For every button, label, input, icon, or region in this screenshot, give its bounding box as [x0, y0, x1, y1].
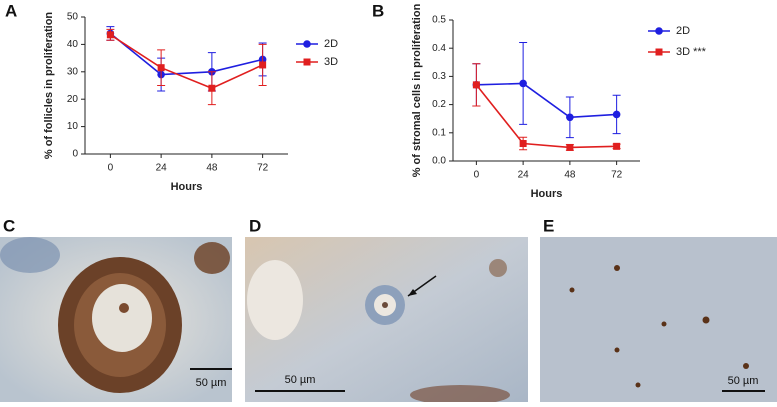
series-line	[476, 82, 617, 119]
micrograph-c	[0, 237, 232, 402]
legend-marker	[303, 40, 311, 48]
panel-label: B	[372, 1, 384, 20]
scale-bar-label: 50 µm	[196, 377, 227, 389]
point	[472, 81, 480, 89]
x-tick-label: 24	[518, 170, 530, 181]
series-line	[109, 32, 263, 76]
x-tick-label: 0	[108, 163, 114, 174]
y-tick-label: 0.3	[432, 71, 446, 82]
y-tick-label: 10	[67, 121, 79, 132]
panel-label: C	[3, 216, 15, 235]
legend-label: 2D	[676, 25, 690, 37]
legend-marker	[303, 58, 311, 66]
x-tick-label: 72	[611, 170, 623, 181]
legend-marker	[655, 48, 663, 56]
panel-label: D	[249, 216, 261, 235]
y-tick-label: 0.4	[432, 43, 446, 54]
legend-label: 3D	[324, 56, 338, 68]
point	[519, 140, 527, 148]
y-tick-label: 0.1	[432, 127, 446, 138]
legend-label: 3D ***	[676, 46, 707, 58]
y-tick-label: 40	[67, 39, 79, 50]
y-tick-label: 0.0	[432, 156, 446, 167]
x-tick-label: 48	[206, 163, 218, 174]
point	[519, 79, 527, 88]
x-axis-label: Hours	[171, 181, 203, 193]
panel-label: A	[5, 1, 17, 20]
y-axis-label: % of follicles in proliferation	[43, 12, 55, 160]
y-tick-label: 50	[67, 12, 79, 23]
series-line	[109, 34, 263, 90]
legend-marker	[655, 27, 663, 35]
micrograph-e	[540, 237, 777, 402]
point	[566, 143, 574, 151]
point	[612, 110, 621, 119]
scale-bar-label: 50 µm	[285, 374, 316, 386]
micrograph-d	[245, 237, 528, 405]
x-tick-label: 0	[474, 170, 480, 181]
x-tick-label: 24	[156, 163, 168, 174]
x-tick-label: 48	[564, 170, 576, 181]
point	[566, 113, 574, 122]
scale-bar-label: 50 µm	[728, 375, 759, 387]
series-line	[475, 84, 617, 149]
y-tick-label: 0	[72, 149, 78, 160]
y-axis-label: % of stromal cells in proliferation	[411, 3, 423, 177]
y-tick-label: 30	[67, 66, 79, 77]
point	[157, 64, 165, 72]
point	[259, 61, 267, 69]
point	[106, 31, 114, 39]
x-tick-label: 72	[257, 163, 269, 174]
x-axis-label: Hours	[531, 188, 563, 200]
point	[613, 142, 621, 150]
y-tick-label: 20	[67, 94, 79, 105]
legend-label: 2D	[324, 38, 338, 50]
point	[208, 84, 216, 92]
y-tick-label: 0.2	[432, 99, 446, 110]
y-tick-label: 0.5	[432, 15, 446, 26]
panel-label: E	[543, 216, 554, 235]
